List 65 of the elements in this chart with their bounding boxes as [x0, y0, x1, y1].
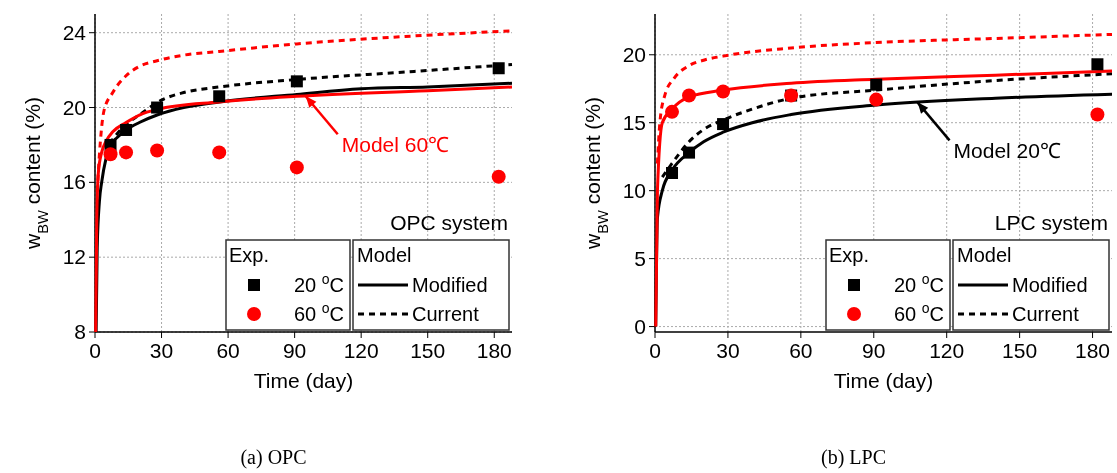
point: [870, 78, 883, 91]
x-tick-label: 180: [476, 339, 512, 362]
legend-label: 20 $^{o}$C: [293, 271, 344, 296]
point: [290, 75, 303, 88]
point: [1090, 107, 1105, 122]
x-tick-label: 150: [1002, 339, 1038, 362]
y-tick-label: 10: [622, 178, 646, 202]
point: [150, 143, 165, 158]
point: [119, 145, 134, 160]
y-tick-label: 0: [634, 314, 646, 338]
x-tick-label: 90: [282, 339, 307, 362]
point: [717, 118, 730, 131]
legend-title: Exp.: [829, 244, 870, 266]
y-tick-label: 16: [62, 170, 86, 194]
point: [289, 160, 304, 175]
annotation: Model: [357, 244, 412, 266]
point: [716, 84, 731, 99]
annotation: Model 20℃: [953, 139, 1061, 163]
legend-label: Current: [412, 303, 480, 325]
point: [869, 92, 884, 107]
point: [103, 147, 118, 162]
text: (b) LPC: [821, 446, 886, 469]
annotation: Model: [957, 244, 1012, 266]
legend-title: Exp.: [229, 244, 270, 266]
annotation: OPC system: [390, 211, 508, 234]
point: [151, 101, 164, 114]
x-axis-title: Time (day): [253, 369, 354, 392]
y-tick-label: 15: [622, 110, 646, 134]
legend-label: 20 $^{o}$C: [893, 271, 944, 296]
annotation: LPC system: [994, 211, 1108, 234]
point: [682, 88, 697, 103]
point: [212, 145, 227, 160]
x-tick-label: 60: [789, 339, 813, 362]
x-tick-label: 120: [343, 339, 379, 362]
x-tick-label: 120: [929, 339, 965, 362]
text: (a) OPC: [240, 446, 307, 469]
y-tick-label: 20: [622, 42, 646, 66]
y-tick-label: 8: [74, 320, 86, 343]
legend-label: 60 $^{o}$C: [293, 300, 344, 325]
annotation: Model 60℃: [341, 133, 450, 157]
point: [120, 123, 133, 136]
y-tick-label: 24: [62, 20, 87, 44]
y-tick-label: 12: [62, 245, 86, 269]
y-tick-label: 20: [62, 95, 86, 119]
x-tick-label: 90: [862, 339, 886, 362]
x-tick-label: 0: [89, 339, 101, 362]
point: [683, 146, 696, 159]
point: [213, 90, 226, 103]
x-tick-label: 60: [216, 339, 240, 362]
point: [666, 167, 679, 179]
legend-label: 60 $^{o}$C: [893, 300, 944, 325]
y-tick-label: 5: [634, 246, 646, 270]
point: [1091, 58, 1104, 71]
point: [492, 62, 505, 75]
point: [665, 104, 680, 119]
legend-label: Modified: [1012, 274, 1088, 296]
x-axis-title: Time (day): [833, 369, 934, 392]
x-tick-label: 30: [149, 339, 174, 362]
x-tick-label: 30: [716, 339, 740, 362]
legend-label: Current: [1012, 303, 1080, 325]
x-tick-label: 150: [410, 339, 446, 362]
legend-label: Modified: [412, 274, 488, 296]
x-tick-label: 0: [649, 339, 661, 362]
x-tick-label: 180: [1075, 339, 1111, 362]
point: [491, 169, 506, 184]
